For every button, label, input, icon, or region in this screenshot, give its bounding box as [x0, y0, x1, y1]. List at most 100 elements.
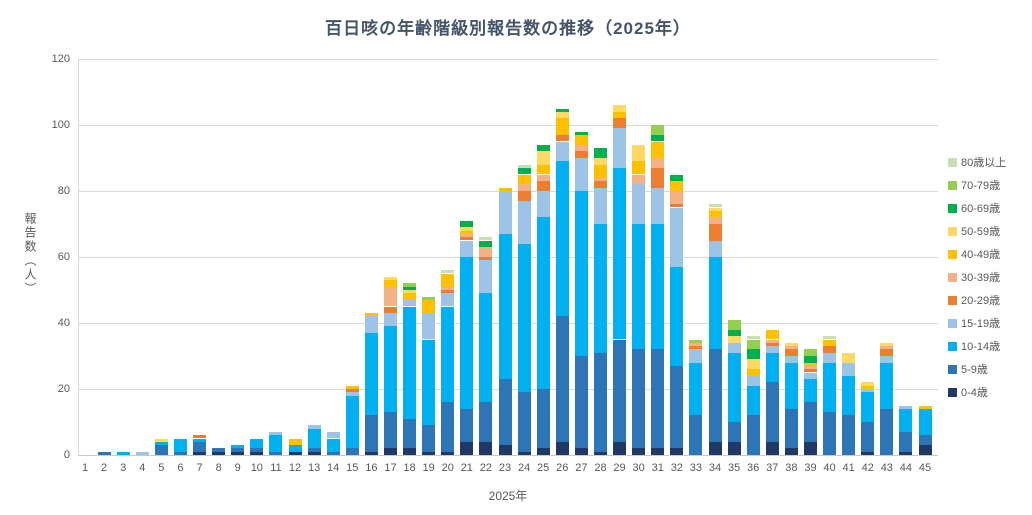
bar-week-22-seg-30-39歳	[479, 247, 493, 257]
bar-week-27-seg-60-69歳	[574, 131, 588, 135]
bar-week-20-seg-5-9歳	[441, 402, 455, 452]
bar-week-31-seg-30-39歳	[651, 158, 665, 168]
bar-week-15-seg-40-49歳	[345, 385, 359, 389]
y-tick-label-100: 100	[51, 119, 70, 131]
legend-swatch-icon	[948, 180, 957, 190]
bar-week-44-seg-5-9歳	[899, 431, 913, 452]
bar-week-16-seg-40-49歳	[364, 313, 378, 317]
bar-week-32-seg-30-39歳	[670, 191, 684, 205]
bar-week-36-seg-80歳以上	[746, 336, 760, 340]
bar-week-28-seg-60-69歳	[593, 148, 607, 158]
bar-week-14-seg-5-9歳	[326, 451, 340, 455]
bar-week-20-seg-10-14歳	[441, 306, 455, 403]
bar-week-14-seg-15-19歳	[326, 431, 340, 439]
bar-week-34-seg-5-9歳	[708, 349, 722, 442]
bar-week-39-seg-20-29歳	[803, 369, 817, 373]
bar-week-31-seg-20-29歳	[651, 167, 665, 188]
x-tick-label-10: 10	[250, 462, 263, 474]
bar-week-24-seg-40-49歳	[517, 174, 531, 185]
bar-week-19-seg-0-4歳	[422, 451, 436, 455]
bar-week-30-seg-0-4歳	[632, 448, 646, 455]
bar-week-17-seg-0-4歳	[383, 448, 397, 455]
legend-item-0-4歳: 0-4歳	[948, 385, 1006, 399]
bar-week-4-seg-15-19歳	[135, 451, 149, 455]
x-tick-label-21: 21	[460, 462, 473, 474]
x-tick-label-38: 38	[785, 462, 798, 474]
bar-week-19-seg-40-49歳	[422, 299, 436, 314]
x-tick-label-39: 39	[804, 462, 817, 474]
bar-week-15-seg-10-14歳	[345, 395, 359, 449]
bar-week-15-seg-20-29歳	[345, 389, 359, 393]
bar-week-33-seg-20-29歳	[689, 346, 703, 350]
legend-swatch-icon	[948, 157, 957, 167]
bar-week-29-seg-5-9歳	[613, 339, 627, 442]
bar-week-39-seg-10-14歳	[803, 379, 817, 403]
legend-label: 70-79歳	[961, 180, 1001, 192]
bar-week-27-seg-10-14歳	[574, 191, 588, 356]
legend-item-40-49歳: 40-49歳	[948, 247, 1006, 261]
legend-item-80歳以上: 80歳以上	[948, 155, 1006, 169]
bar-week-40-seg-80歳以上	[823, 336, 837, 340]
x-tick-label-18: 18	[403, 462, 416, 474]
bar-week-21-seg-60-69歳	[460, 220, 474, 228]
bar-week-26-seg-40-49歳	[555, 118, 569, 135]
legend-item-70-79歳: 70-79歳	[948, 178, 1006, 192]
bar-week-26-seg-15-19歳	[555, 141, 569, 162]
bar-week-29-seg-40-49歳	[613, 111, 627, 119]
bar-week-26-seg-10-14歳	[555, 161, 569, 317]
bar-week-41-seg-10-14歳	[842, 375, 856, 416]
bar-week-18-seg-15-19歳	[403, 299, 417, 307]
x-tick-label-13: 13	[307, 462, 321, 474]
bar-week-8-seg-0-4歳	[212, 451, 226, 455]
bar-week-28-seg-10-14歳	[593, 224, 607, 353]
bar-week-17-seg-15-19歳	[383, 313, 397, 327]
bar-week-26-seg-5-9歳	[555, 316, 569, 442]
bar-week-31-seg-60-69歳	[651, 134, 665, 142]
x-tick-label-23: 23	[498, 462, 512, 474]
bar-week-16-seg-0-4歳	[364, 451, 378, 455]
bar-week-33-seg-5-9歳	[689, 415, 703, 455]
legend-swatch-icon	[948, 226, 957, 236]
bar-week-37-seg-5-9歳	[765, 382, 779, 442]
bar-week-34-seg-80歳以上	[708, 204, 722, 208]
bar-week-23-seg-10-14歳	[498, 233, 512, 380]
x-tick-label-12: 12	[288, 462, 302, 474]
x-tick-label-2: 2	[101, 462, 108, 474]
bar-week-23-seg-40-49歳	[498, 187, 512, 191]
bar-week-21-seg-5-9歳	[460, 408, 474, 442]
bar-week-28-seg-30-39歳	[593, 177, 607, 182]
bar-week-10-seg-10-14歳	[250, 438, 264, 449]
bar-week-16-seg-5-9歳	[364, 415, 378, 452]
bar-week-12-seg-40-49歳	[288, 438, 302, 446]
bar-week-10-seg-5-9歳	[250, 448, 264, 452]
bar-week-8-seg-5-9歳	[212, 448, 226, 452]
bar-week-30-seg-5-9歳	[632, 349, 646, 449]
bar-week-25-seg-15-19歳	[536, 191, 550, 218]
bar-week-20-seg-30-39歳	[441, 286, 455, 290]
x-tick-label-9: 9	[234, 462, 241, 474]
bar-week-23-seg-5-9歳	[498, 379, 512, 446]
bar-week-35-seg-50-59歳	[727, 336, 741, 343]
bar-week-9-seg-10-14歳	[231, 445, 245, 449]
bar-week-20-seg-80歳以上	[441, 270, 455, 274]
bar-week-6-seg-10-14歳	[173, 438, 187, 452]
bar-week-24-seg-15-19歳	[517, 200, 531, 244]
bar-week-42-seg-40-49歳	[861, 385, 875, 389]
bar-week-38-seg-20-29歳	[784, 349, 798, 356]
bar-week-44-seg-10-14歳	[899, 408, 913, 432]
legend-label: 5-9歳	[961, 364, 988, 376]
bar-week-45-seg-0-4歳	[918, 445, 932, 455]
bar-week-19-seg-15-19歳	[422, 313, 436, 340]
bar-week-29-seg-20-29歳	[613, 118, 627, 129]
bar-week-40-seg-20-29歳	[823, 346, 837, 353]
bar-week-39-seg-5-9歳	[803, 402, 817, 442]
bar-week-18-seg-60-69歳	[403, 286, 417, 290]
bar-week-30-seg-10-14歳	[632, 224, 646, 350]
bar-week-27-seg-40-49歳	[574, 134, 588, 145]
bar-week-42-seg-10-14歳	[861, 392, 875, 422]
legend-swatch-icon	[948, 341, 957, 351]
legend-item-30-39歳: 30-39歳	[948, 270, 1006, 284]
legend-item-20-29歳: 20-29歳	[948, 293, 1006, 307]
bar-week-5-seg-5-9歳	[154, 445, 168, 455]
